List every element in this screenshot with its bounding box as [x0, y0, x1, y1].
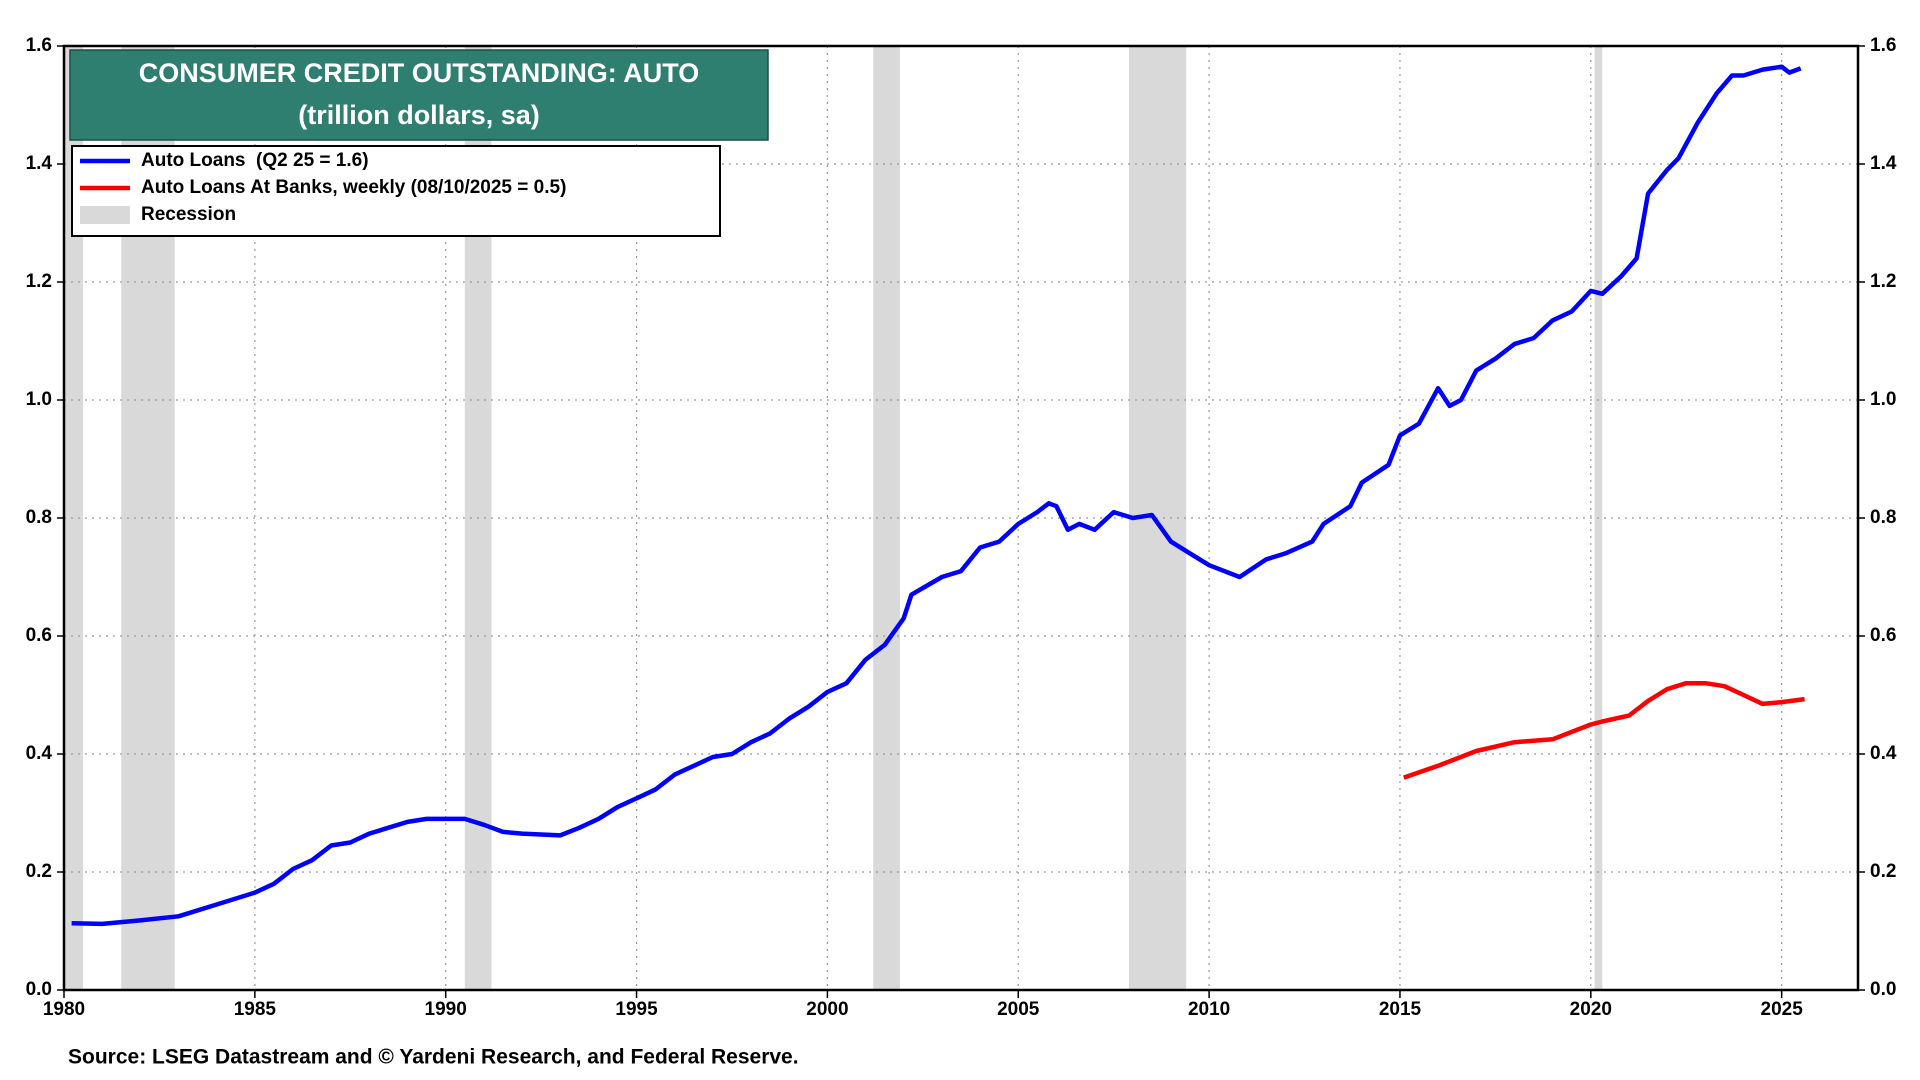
legend-box	[71, 145, 721, 237]
plot-frame	[62, 44, 1860, 992]
source-note: Source: LSEG Datastream and © Yardeni Re…	[68, 1046, 799, 1069]
chart-subtitle: (trillion dollars, sa)	[298, 100, 540, 130]
data-line	[71, 64, 1802, 927]
y-tick-label: 0.8	[26, 507, 52, 528]
y-tick-label: 1.2	[26, 271, 52, 292]
x-tick-label: 2005	[997, 999, 1040, 1020]
y2-tick-label: 0.6	[1870, 625, 1896, 646]
x-tick-label: 1980	[43, 999, 85, 1020]
y2-tick-label: 0.2	[1870, 861, 1896, 882]
y2-tick-label: 1.6	[1870, 35, 1896, 56]
x-tick-label: 1995	[615, 999, 658, 1020]
x-tick-label: 1990	[425, 999, 467, 1020]
legend-label: Recession	[141, 204, 236, 225]
y2-tick-label: 0.8	[1870, 507, 1896, 528]
x-tick-label: 2015	[1379, 999, 1422, 1020]
x-tick-label: 2000	[806, 999, 848, 1020]
y-tick-label: 0.0	[26, 979, 52, 1000]
x-tick-label: 2020	[1570, 999, 1612, 1020]
y-tick-label: 1.6	[26, 35, 52, 56]
legend-swatch	[80, 206, 130, 224]
y2-tick-label: 1.0	[1870, 389, 1896, 410]
y2-tick-label: 0.4	[1870, 743, 1897, 764]
data-line	[1403, 680, 1805, 780]
legend-label: Auto Loans At Banks, weekly (08/10/2025 …	[141, 177, 566, 198]
x-tick-label: 2025	[1761, 999, 1804, 1020]
y2-tick-label: 1.4	[1870, 153, 1897, 174]
y-tick-label: 0.4	[26, 743, 53, 764]
plot: 0.0 0.2 0.4 0.6 0.8 1.0 1.2 1.4 1.6 0.0 0.2 0.4 0.6 0…	[26, 35, 1897, 1020]
x-tick-label: 1985	[234, 999, 277, 1020]
chart-title: CONSUMER CREDIT OUTSTANDING: AUTO	[139, 58, 700, 88]
y-tick-label: 1.4	[26, 153, 53, 174]
y-tick-label: 0.6	[26, 625, 52, 646]
y2-tick-label: 1.2	[1870, 271, 1896, 292]
legend-label: Auto Loans (Q2 25 = 1.6)	[141, 150, 369, 171]
y-tick-label: 1.0	[26, 389, 52, 410]
y-tick-label: 0.2	[26, 861, 52, 882]
title-box	[69, 49, 769, 141]
x-tick-label: 2010	[1188, 999, 1230, 1020]
y2-tick-label: 0.0	[1870, 979, 1896, 1000]
